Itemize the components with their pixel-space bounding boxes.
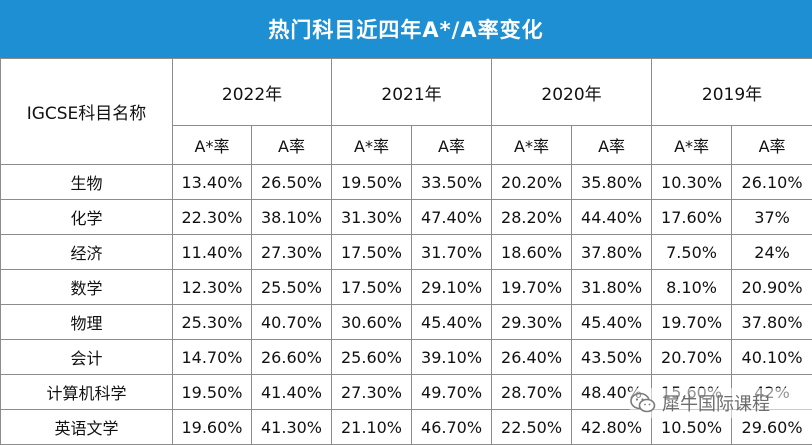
a-rate-cell: 26.10%: [732, 165, 812, 200]
astar-rate-cell: 22.50%: [492, 410, 572, 445]
watermark-text: 犀牛国际课程: [662, 390, 770, 416]
a-rate-cell: 31.80%: [572, 270, 652, 305]
astar-rate-cell: 20.70%: [652, 340, 732, 375]
astar-rate-header: A*率: [652, 126, 732, 165]
a-rate-cell: 44.40%: [572, 200, 652, 235]
astar-rate-cell: 12.30%: [173, 270, 252, 305]
a-rate-header: A率: [252, 126, 332, 165]
astar-rate-cell: 19.70%: [492, 270, 572, 305]
a-rate-cell: 29.10%: [412, 270, 492, 305]
a-rate-cell: 47.40%: [412, 200, 492, 235]
astar-rate-cell: 17.50%: [332, 235, 412, 270]
results-table: IGCSE科目名称 2022年 2021年 2020年 2019年 A*率 A率…: [0, 58, 812, 445]
a-rate-cell: 41.30%: [252, 410, 332, 445]
year-header-2022: 2022年: [173, 59, 332, 126]
subject-column-header: IGCSE科目名称: [1, 59, 173, 165]
a-rate-header: A率: [572, 126, 652, 165]
astar-rate-cell: 25.30%: [173, 305, 252, 340]
a-rate-cell: 40.10%: [732, 340, 812, 375]
a-rate-cell: 20.90%: [732, 270, 812, 305]
a-rate-cell: 31.70%: [412, 235, 492, 270]
watermark: 犀牛国际课程: [630, 388, 812, 418]
astar-rate-cell: 11.40%: [173, 235, 252, 270]
a-rate-cell: 26.60%: [252, 340, 332, 375]
a-rate-cell: 33.50%: [412, 165, 492, 200]
astar-rate-header: A*率: [173, 126, 252, 165]
astar-rate-cell: 18.60%: [492, 235, 572, 270]
astar-rate-header: A*率: [332, 126, 412, 165]
astar-rate-cell: 10.30%: [652, 165, 732, 200]
astar-rate-cell: 19.70%: [652, 305, 732, 340]
a-rate-cell: 26.50%: [252, 165, 332, 200]
astar-rate-cell: 21.10%: [332, 410, 412, 445]
a-rate-cell: 24%: [732, 235, 812, 270]
astar-rate-cell: 19.50%: [332, 165, 412, 200]
subject-cell: 英语文学: [1, 410, 173, 445]
astar-rate-header: A*率: [492, 126, 572, 165]
astar-rate-cell: 20.20%: [492, 165, 572, 200]
subject-cell: 化学: [1, 200, 173, 235]
astar-rate-cell: 27.30%: [332, 375, 412, 410]
year-header-2021: 2021年: [332, 59, 492, 126]
astar-rate-cell: 22.30%: [173, 200, 252, 235]
subject-cell: 生物: [1, 165, 173, 200]
subject-cell: 数学: [1, 270, 173, 305]
subject-cell: 经济: [1, 235, 173, 270]
astar-rate-cell: 29.30%: [492, 305, 572, 340]
astar-rate-cell: 25.60%: [332, 340, 412, 375]
a-rate-cell: 37%: [732, 200, 812, 235]
a-rate-cell: 45.40%: [412, 305, 492, 340]
year-header-2020: 2020年: [492, 59, 652, 126]
a-rate-cell: 35.80%: [572, 165, 652, 200]
wechat-icon: [630, 392, 656, 414]
a-rate-cell: 45.40%: [572, 305, 652, 340]
astar-rate-cell: 28.70%: [492, 375, 572, 410]
astar-rate-cell: 14.70%: [173, 340, 252, 375]
astar-rate-cell: 28.20%: [492, 200, 572, 235]
astar-rate-cell: 26.40%: [492, 340, 572, 375]
astar-rate-cell: 31.30%: [332, 200, 412, 235]
a-rate-header: A率: [412, 126, 492, 165]
year-header-2019: 2019年: [652, 59, 812, 126]
subject-cell: 计算机科学: [1, 375, 173, 410]
a-rate-cell: 39.10%: [412, 340, 492, 375]
a-rate-cell: 46.70%: [412, 410, 492, 445]
a-rate-cell: 38.10%: [252, 200, 332, 235]
a-rate-cell: 41.40%: [252, 375, 332, 410]
a-rate-cell: 40.70%: [252, 305, 332, 340]
subject-cell: 物理: [1, 305, 173, 340]
astar-rate-cell: 13.40%: [173, 165, 252, 200]
table-title: 热门科目近四年A*/A率变化: [0, 0, 812, 59]
a-rate-cell: 37.80%: [572, 235, 652, 270]
astar-rate-cell: 19.60%: [173, 410, 252, 445]
astar-rate-cell: 30.60%: [332, 305, 412, 340]
astar-rate-cell: 17.50%: [332, 270, 412, 305]
a-rate-cell: 43.50%: [572, 340, 652, 375]
astar-rate-cell: 8.10%: [652, 270, 732, 305]
a-rate-cell: 25.50%: [252, 270, 332, 305]
astar-rate-cell: 17.60%: [652, 200, 732, 235]
a-rate-cell: 37.80%: [732, 305, 812, 340]
subject-cell: 会计: [1, 340, 173, 375]
astar-rate-cell: 19.50%: [173, 375, 252, 410]
astar-rate-cell: 7.50%: [652, 235, 732, 270]
a-rate-cell: 27.30%: [252, 235, 332, 270]
a-rate-cell: 49.70%: [412, 375, 492, 410]
a-rate-header: A率: [732, 126, 812, 165]
